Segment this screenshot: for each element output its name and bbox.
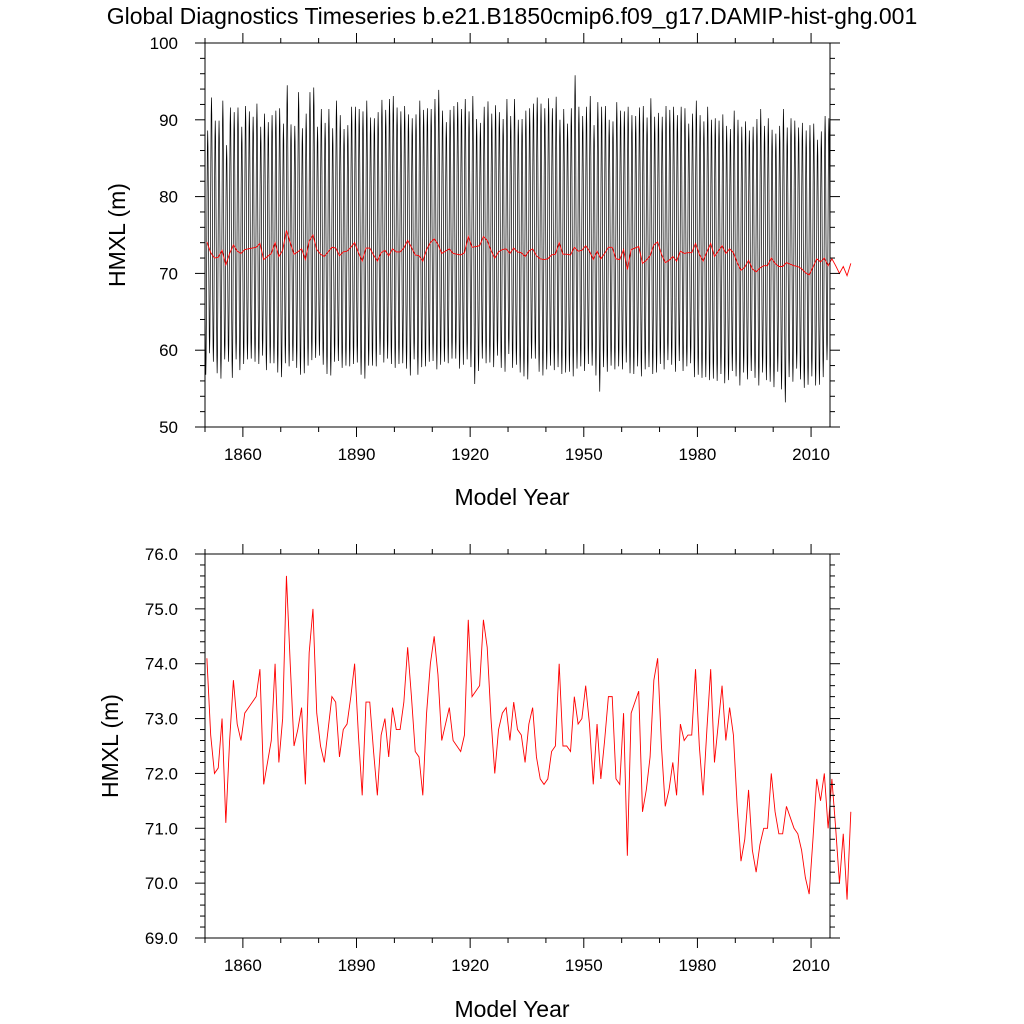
bottom-ticks-layer: 1860 1890 1920 1950 1980 2010 69.0 70.0 71.0 72.0…	[145, 544, 840, 975]
bottom-plot-frame	[204, 553, 831, 939]
bottom-x-tick-label: 2010	[792, 956, 830, 975]
top-y-tick-label: 80	[159, 188, 178, 207]
bottom-y-tick-label: 76.0	[145, 545, 178, 564]
bottom-y-tick-label: 69.0	[145, 929, 178, 948]
top-y-tick-label: 90	[159, 111, 178, 130]
top-series-layer	[204, 75, 852, 403]
top-x-tick-label: 1890	[338, 445, 376, 464]
top-y-tick-label: 50	[159, 418, 178, 437]
bottom-x-axis-label: Model Year	[454, 996, 569, 1022]
bottom-y-tick-label: 70.0	[145, 874, 178, 893]
bottom-y-axis-label: HMXL (m)	[97, 694, 123, 798]
bottom-x-tick-label: 1980	[679, 956, 717, 975]
top-x-tick-label: 1860	[224, 445, 262, 464]
top-x-tick-label: 2010	[792, 445, 830, 464]
top-x-axis-label: Model Year	[454, 484, 569, 510]
bottom-series-annual	[206, 575, 852, 900]
top-x-tick-label: 1920	[451, 445, 489, 464]
bottom-x-tick-label: 1860	[224, 956, 262, 975]
top-ticks-layer: 1860 1890 1920 1950 1980 2010 50 60 70 80 90 100	[150, 33, 840, 464]
top-y-axis-label: HMXL (m)	[104, 183, 130, 287]
top-series-monthly	[204, 75, 831, 403]
bottom-x-tick-label: 1920	[451, 956, 489, 975]
bottom-x-tick-label: 1890	[338, 956, 376, 975]
bottom-panel: 1860 1890 1920 1950 1980 2010 69.0 70.0 71.0 72.0…	[97, 544, 852, 1022]
top-y-tick-label: 100	[150, 34, 178, 53]
top-plot-frame	[204, 42, 831, 428]
top-y-tick-label: 70	[159, 264, 178, 283]
bottom-y-tick-label: 73.0	[145, 710, 178, 729]
bottom-x-tick-label: 1950	[565, 956, 603, 975]
top-series-annual	[206, 230, 852, 278]
top-y-tick-label: 60	[159, 341, 178, 360]
figure-title: Global Diagnostics Timeseries b.e21.B185…	[107, 3, 918, 29]
bottom-y-tick-label: 75.0	[145, 600, 178, 619]
bottom-y-tick-label: 72.0	[145, 764, 178, 783]
top-panel: 1860 1890 1920 1950 1980 2010 50 60 70 80 90 100 Mo…	[104, 33, 852, 510]
bottom-y-tick-label: 74.0	[145, 655, 178, 674]
top-x-tick-label: 1950	[565, 445, 603, 464]
bottom-y-tick-label: 71.0	[145, 819, 178, 838]
bottom-series-layer	[206, 575, 852, 900]
top-x-tick-label: 1980	[679, 445, 717, 464]
